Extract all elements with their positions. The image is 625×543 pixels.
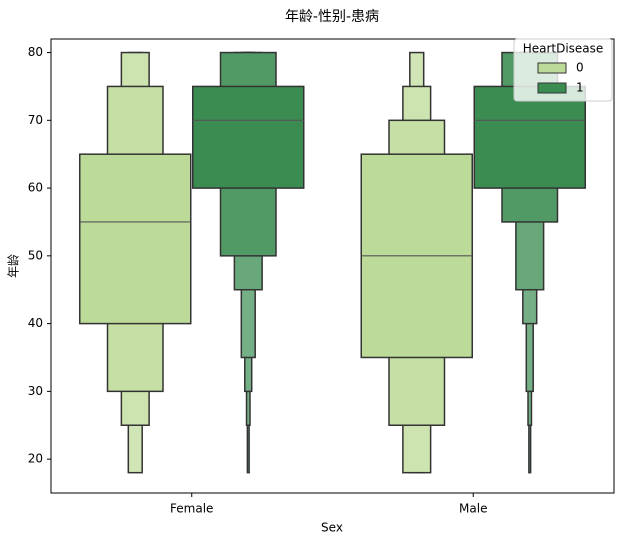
legend-swatch bbox=[537, 82, 567, 94]
boxen-level bbox=[473, 85, 586, 189]
plot-frame bbox=[50, 38, 615, 494]
chart-title: 年龄-性别-患病 bbox=[285, 9, 379, 25]
x-tick-label: Male bbox=[459, 502, 487, 516]
legend-swatch bbox=[537, 62, 567, 74]
y-axis-label: 年龄 bbox=[7, 254, 21, 278]
y-tick-label: 60 bbox=[28, 181, 43, 195]
x-tick-label: Female bbox=[170, 502, 213, 516]
y-tick-label: 80 bbox=[28, 45, 43, 59]
legend-label: 1 bbox=[576, 81, 584, 95]
y-tick-label: 20 bbox=[28, 452, 43, 466]
y-tick-label: 30 bbox=[28, 384, 43, 398]
legend-title: HeartDisease bbox=[523, 42, 604, 56]
x-axis-label: Sex bbox=[321, 521, 343, 535]
y-tick-label: 70 bbox=[28, 113, 43, 127]
legend-label: 0 bbox=[576, 61, 584, 75]
boxen-level bbox=[79, 153, 192, 325]
y-tick-label: 40 bbox=[28, 316, 43, 330]
y-tick-label: 50 bbox=[28, 248, 43, 262]
boxen-level bbox=[192, 85, 305, 189]
